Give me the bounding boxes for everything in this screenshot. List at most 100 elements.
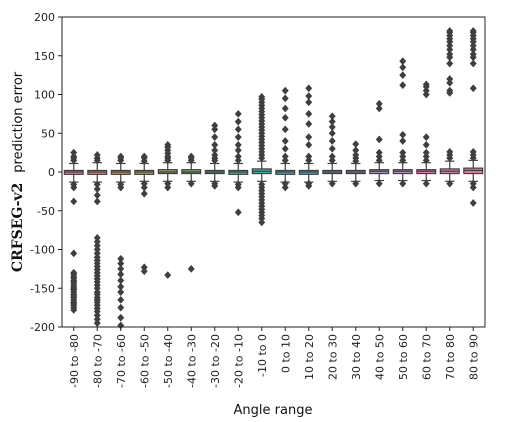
- outlier-point: [305, 152, 313, 161]
- outlier-point: [281, 86, 289, 95]
- box-group-20_to_30: [322, 112, 343, 188]
- outlier-point: [375, 148, 383, 157]
- x-axis: -90 to -80 -80 to -70 -70 to -60 -60 to -50…: [68, 327, 480, 388]
- outlier-point: [117, 152, 125, 161]
- outlier-point: [187, 152, 195, 161]
- x-tick-label: -20 to -10: [232, 334, 245, 388]
- outlier-point: [70, 180, 78, 189]
- outlier-point: [328, 152, 336, 161]
- outlier-point: [469, 179, 477, 188]
- x-tick-label: 10 to 20: [303, 334, 316, 380]
- outlier-point: [117, 282, 125, 291]
- y-tick-label: -150: [30, 282, 55, 295]
- y-axis-label-bold: CRFSEG-v2: [10, 183, 26, 272]
- x-tick-label: -30 to -20: [209, 334, 222, 388]
- outlier-point: [117, 288, 125, 297]
- outlier-point: [399, 57, 407, 66]
- outlier-point: [164, 140, 172, 149]
- outlier-point: [328, 137, 336, 145]
- outlier-point: [70, 197, 78, 206]
- outlier-point: [93, 191, 101, 200]
- x-tick-label: 40 to 50: [373, 334, 386, 380]
- x-tick-label: 20 to 30: [326, 334, 339, 380]
- outlier-point: [140, 179, 148, 188]
- outlier-point: [399, 71, 407, 80]
- x-tick-label: -90 to -80: [68, 334, 81, 388]
- outlier-point: [211, 133, 219, 142]
- box-group-70_to_80: [439, 26, 460, 188]
- outlier-point: [305, 98, 313, 107]
- box-group--10_to_0: [251, 92, 272, 227]
- outlier-point: [399, 63, 407, 72]
- outlier-point: [70, 268, 78, 277]
- outlier-point: [93, 185, 101, 194]
- outlier-point: [234, 125, 242, 134]
- y-tick-label: 100: [34, 89, 55, 102]
- y-axis: -200 -150 -100 -50 0 50 100 150 200: [30, 11, 62, 334]
- outlier-point: [469, 50, 477, 59]
- x-tick-label: -80 to -70: [91, 334, 104, 388]
- outlier-point: [446, 179, 454, 188]
- outlier-point: [93, 150, 101, 159]
- outlier-point: [422, 179, 430, 188]
- outlier-point: [422, 148, 430, 157]
- outlier-point: [399, 130, 407, 139]
- box-group-40_to_50: [369, 99, 390, 188]
- outlier-point: [399, 179, 407, 188]
- outlier-point: [211, 179, 219, 188]
- outlier-point: [117, 270, 125, 279]
- x-tick-label: 70 to 80: [444, 334, 457, 380]
- outlier-point: [93, 233, 101, 242]
- outlier-point: [328, 123, 336, 132]
- outlier-point: [117, 295, 125, 304]
- outlier-point: [446, 86, 454, 95]
- x-tick-label: -70 to -60: [115, 334, 128, 388]
- box-group--80_to_-70: [87, 150, 108, 328]
- outlier-point: [352, 150, 360, 159]
- y-tick-label: 0: [48, 166, 55, 179]
- x-tick-label: 0 to 10: [279, 334, 292, 373]
- x-tick-label: -50 to -40: [162, 334, 175, 388]
- box-group-60_to_70: [416, 80, 437, 188]
- outlier-point: [399, 137, 407, 145]
- y-axis-label: CRFSEG-v2 prediction error: [9, 71, 26, 272]
- box-group-80_to_90: [463, 26, 484, 207]
- outlier-point: [328, 129, 336, 138]
- outlier-point: [281, 137, 289, 145]
- outlier-point: [375, 135, 383, 144]
- outlier-point: [117, 259, 125, 268]
- outlier-point: [375, 104, 383, 113]
- outlier-point: [93, 197, 101, 206]
- outlier-point: [305, 119, 313, 128]
- outlier-point: [446, 50, 454, 59]
- outlier-point: [352, 146, 360, 155]
- outlier-point: [187, 179, 195, 188]
- outlier-point: [211, 150, 219, 159]
- outlier-point: [281, 94, 289, 103]
- box-group-10_to_20: [298, 84, 319, 190]
- outlier-point: [211, 140, 219, 149]
- outlier-point: [117, 254, 125, 263]
- outlier-point: [305, 92, 313, 101]
- x-axis-label: Angle range: [234, 403, 313, 418]
- outlier-point: [234, 146, 242, 155]
- y-tick-label: 200: [34, 11, 55, 24]
- outlier-point: [305, 84, 313, 93]
- outlier-point: [399, 81, 407, 90]
- outlier-point: [93, 180, 101, 189]
- y-tick-label: -50: [37, 205, 55, 218]
- outlier-point: [328, 117, 336, 126]
- outlier-point: [234, 109, 242, 118]
- outlier-point: [281, 113, 289, 122]
- outlier-point: [328, 179, 336, 188]
- outlier-point: [211, 146, 219, 155]
- outlier-point: [281, 104, 289, 113]
- box-group--90_to_-80: [63, 148, 84, 314]
- outlier-point: [422, 140, 430, 149]
- outlier-point: [234, 152, 242, 161]
- outlier-point: [375, 179, 383, 188]
- outlier-point: [70, 148, 78, 157]
- outlier-point: [469, 26, 477, 35]
- outlier-point: [422, 80, 430, 89]
- x-tick-label: 60 to 70: [420, 334, 433, 380]
